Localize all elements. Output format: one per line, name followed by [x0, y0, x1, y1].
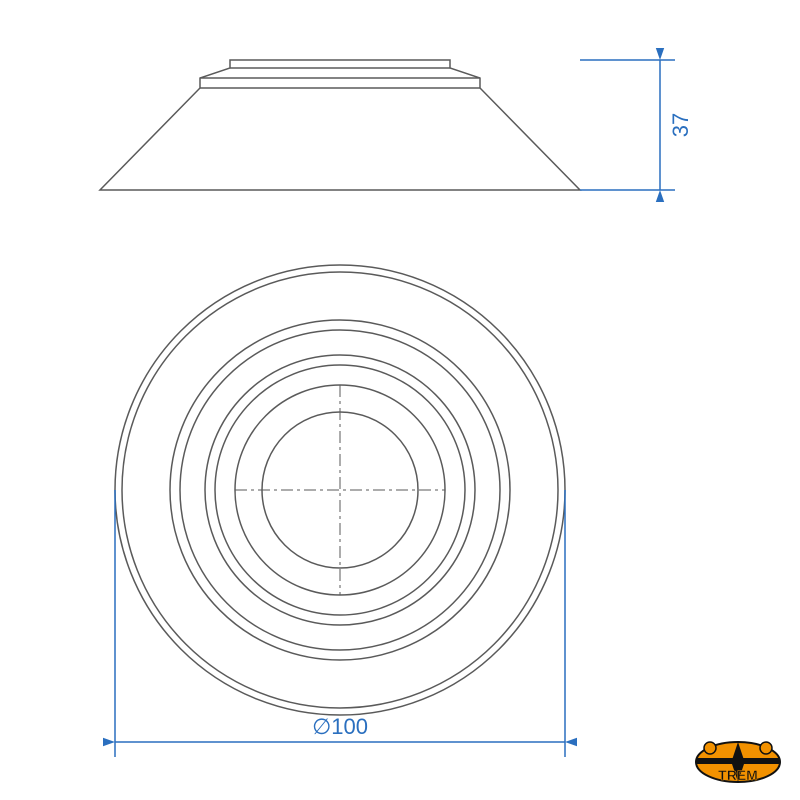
dim-height-value: 37 — [668, 113, 693, 137]
top-view-ring — [115, 265, 565, 715]
technical-drawing: 37 ∅100 TREM — [0, 0, 800, 800]
top-view-ring — [180, 330, 500, 650]
side-view-outline — [100, 60, 580, 190]
top-view-ring — [170, 320, 510, 660]
brand-logo-text: TREM — [718, 767, 758, 783]
brand-logo: TREM — [696, 742, 780, 783]
dim-diameter-value: ∅100 — [312, 714, 368, 739]
top-view-ring — [122, 272, 558, 708]
